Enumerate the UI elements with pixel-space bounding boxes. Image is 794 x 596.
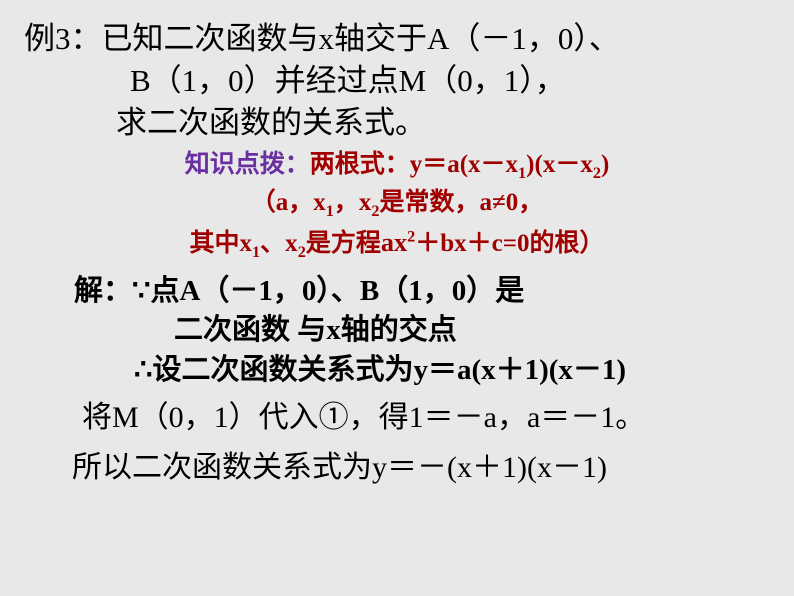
substitute-line: 将M（0，1）代入①，得1＝－a，a＝－1。 bbox=[24, 398, 770, 439]
problem-line-3: 求二次函数的关系式。 bbox=[24, 102, 770, 144]
hint-line-2: （a，x1，x2是常数，a≠0， bbox=[24, 186, 770, 223]
problem-line-2: B（1，0）并经过点M（0，1）， bbox=[24, 60, 770, 102]
solution-line-1: 解：∵点A（－1，0）、B（1，0）是 bbox=[74, 272, 770, 311]
hint-label: 知识点拨： bbox=[185, 151, 310, 178]
slide-content: 例3：已知二次函数与x轴交于A（－1，0）、 B（1，0）并经过点M（0，1），… bbox=[0, 0, 794, 489]
therefore-symbol: ∴ bbox=[134, 354, 152, 386]
problem-line-1: 例3：已知二次函数与x轴交于A（－1，0）、 bbox=[24, 18, 770, 60]
solution-block: 解：∵点A（－1，0）、B（1，0）是 二次函数 与x轴的交点 ∴设二次函数关系… bbox=[24, 272, 770, 389]
hint-line-3: 其中x1、x2是方程ax2＋bx＋c=0的根） bbox=[24, 225, 770, 264]
solution-line-2: 二次函数 与x轴的交点 bbox=[74, 311, 770, 350]
hint-line-1: 知识点拨：两根式：y＝a(x－x1)(x－x2) bbox=[24, 148, 770, 185]
answer-line: 所以二次函数关系式为y＝－(x＋1)(x－1) bbox=[24, 448, 770, 489]
hint-block: 知识点拨：两根式：y＝a(x－x1)(x－x2) （a，x1，x2是常数，a≠0… bbox=[24, 148, 770, 265]
because-symbol: ∵ bbox=[132, 275, 150, 307]
solution-line-3: ∴设二次函数关系式为y＝a(x＋1)(x－1) bbox=[74, 351, 770, 390]
